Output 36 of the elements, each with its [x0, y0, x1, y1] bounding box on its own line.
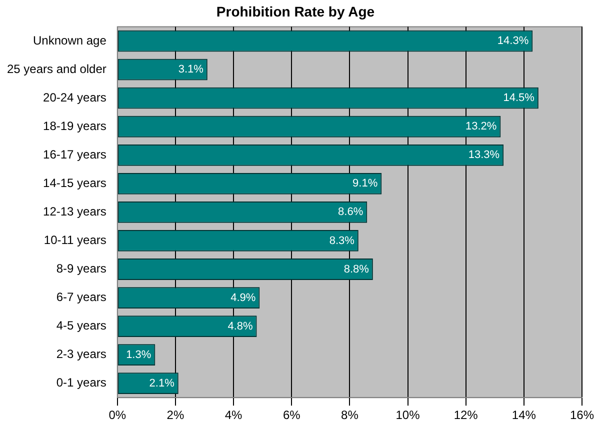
y-tick-label: 20-24 years	[43, 90, 106, 104]
y-tick-label: 4-5 years	[56, 318, 106, 333]
y-tick-label: 2-3 years	[56, 347, 106, 362]
data-label: 13.3%	[468, 149, 500, 162]
data-label: 3.1%	[178, 64, 204, 76]
data-label: 2.1%	[149, 377, 175, 390]
y-tick-label: 6-7 years	[56, 290, 106, 304]
data-label: 8.3%	[329, 234, 355, 247]
x-tick-label: 4%	[224, 408, 243, 422]
data-label: 14.5%	[503, 92, 535, 104]
x-tick-label: 6%	[282, 408, 301, 422]
y-tick-label: 16-17 years	[43, 147, 106, 162]
y-tick-label: 12-13 years	[43, 204, 106, 219]
y-tick-label: 0-1 years	[56, 376, 106, 390]
data-label: 13.2%	[465, 120, 497, 133]
data-label: 4.9%	[230, 292, 256, 304]
y-tick-label: 8-9 years	[56, 262, 106, 276]
data-label: 1.3%	[126, 348, 152, 361]
x-tick-label: 2%	[166, 408, 184, 422]
x-tick-label: 0%	[108, 408, 126, 422]
data-label: 4.8%	[228, 320, 253, 332]
x-tick-label: 8%	[341, 408, 359, 422]
data-label: 14.3%	[497, 35, 529, 48]
x-tick-label: 16%	[570, 408, 594, 422]
data-label: 8.6%	[338, 206, 364, 218]
y-tick-label: 10-11 years	[44, 233, 106, 248]
y-tick-label: 14-15 years	[43, 176, 106, 190]
data-label: 8.8%	[344, 263, 370, 276]
y-tick-label: 25 years and older	[6, 62, 106, 76]
y-tick-label: 18-19 years	[43, 118, 106, 133]
data-label: 9.1%	[352, 178, 378, 190]
x-tick-label: 14%	[512, 408, 536, 422]
chart-title: Prohibition Rate by Age	[216, 3, 375, 20]
y-tick-label: Unknown age	[33, 33, 107, 48]
x-tick-label: 10%	[396, 408, 420, 422]
x-tick-label: 12%	[454, 408, 478, 422]
